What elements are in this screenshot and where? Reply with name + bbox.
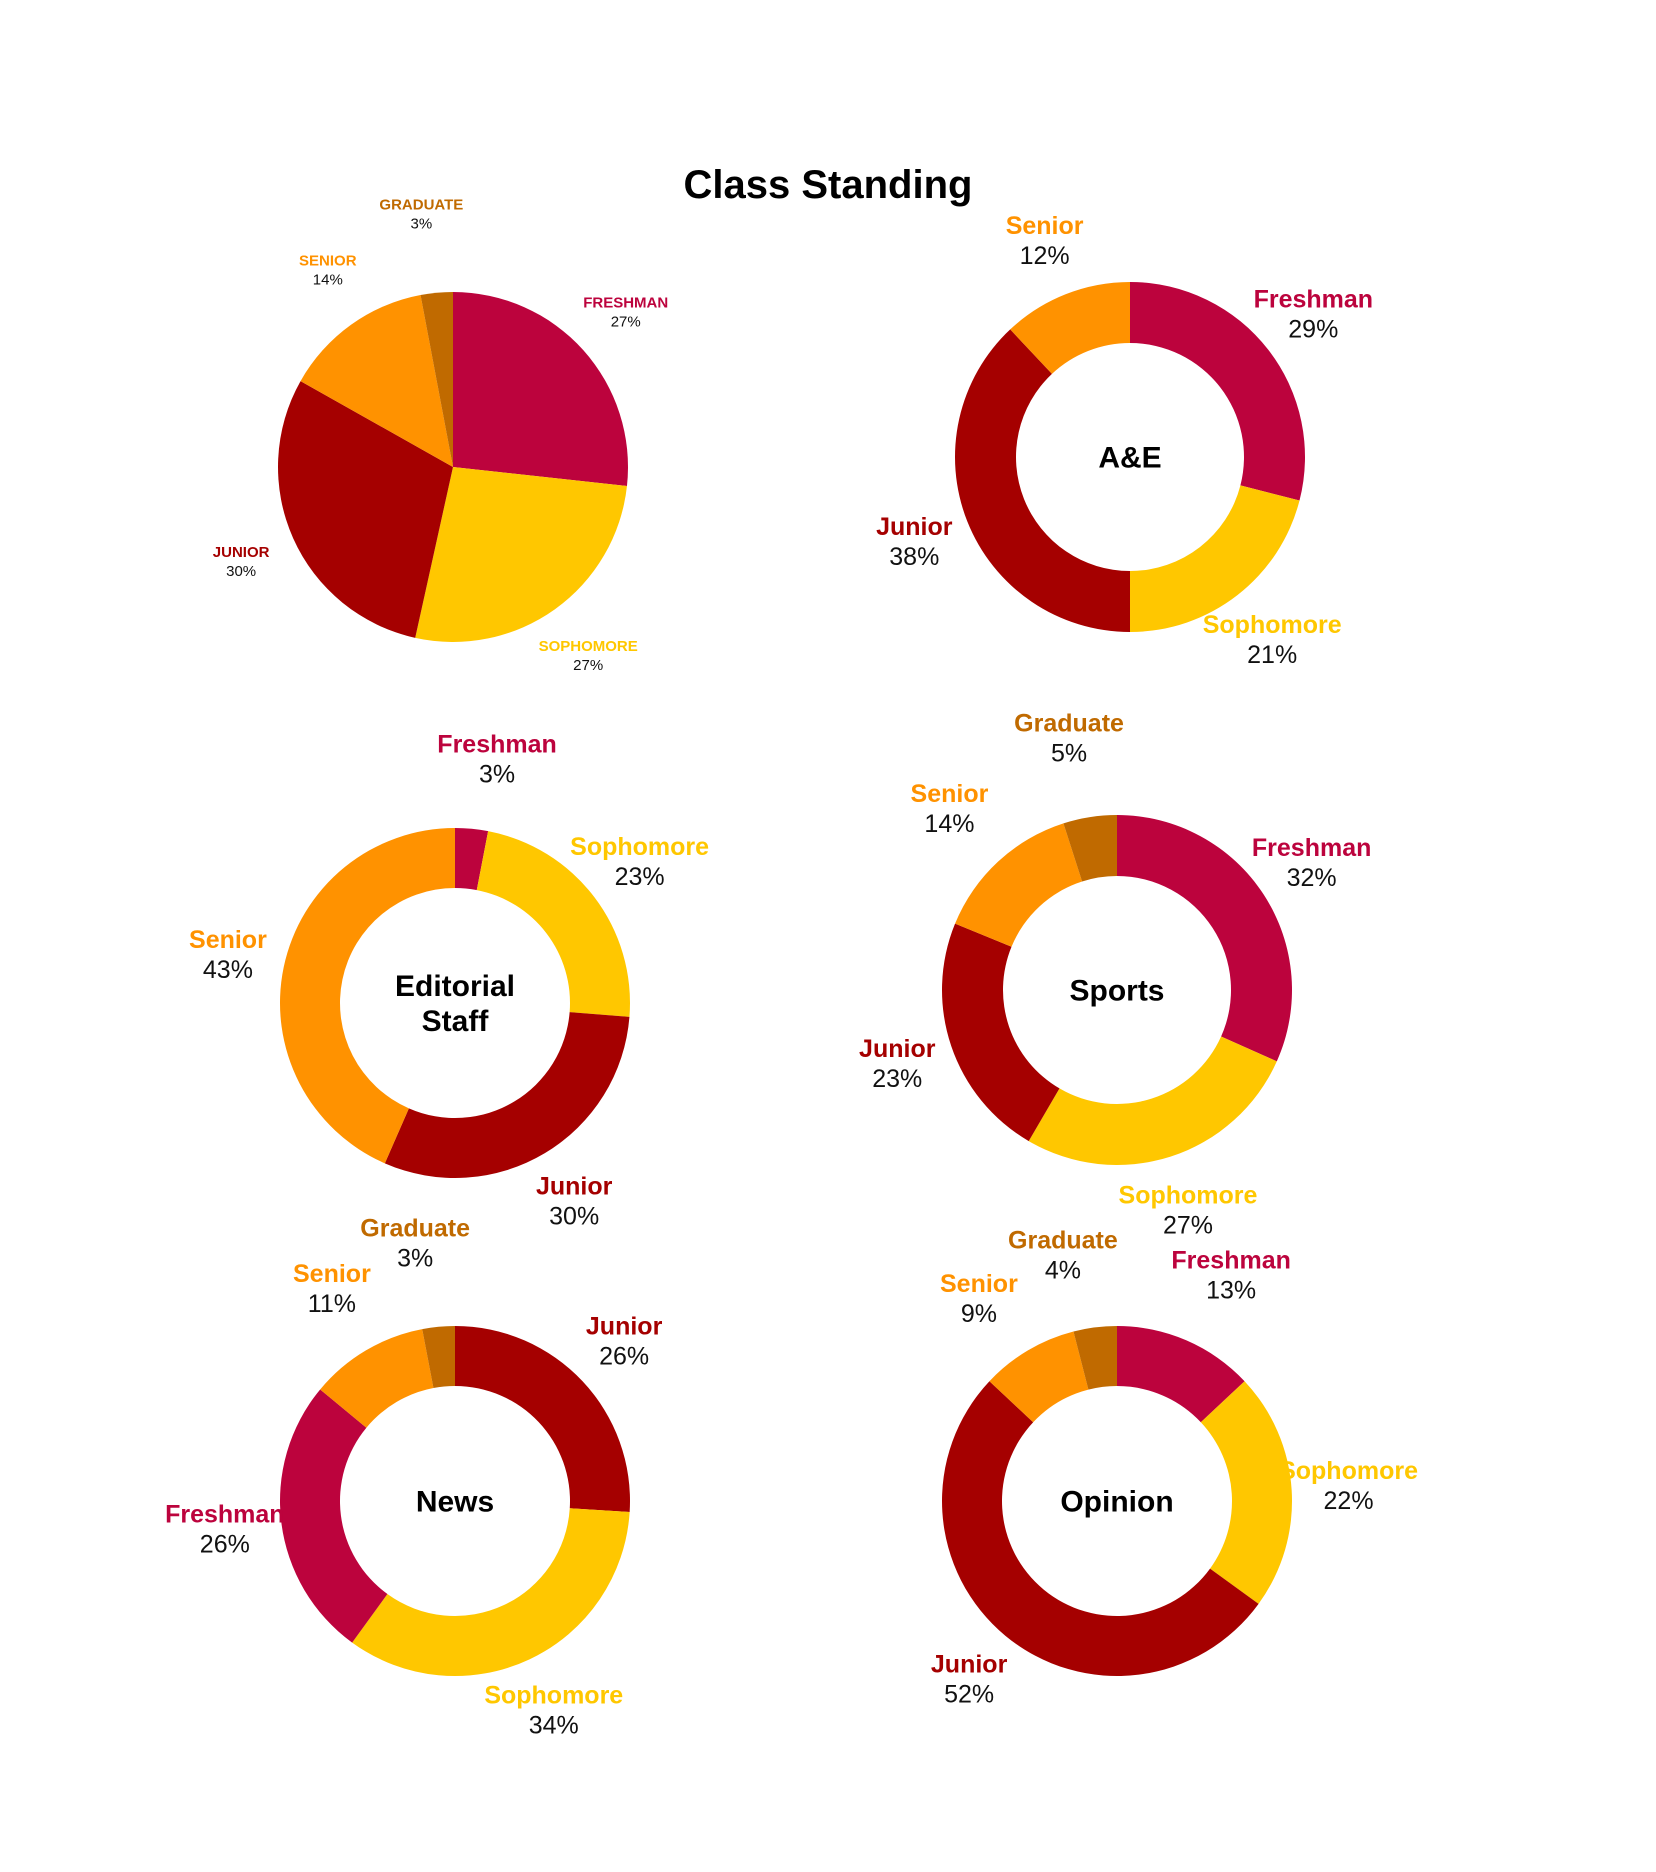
slice-sophomore <box>1130 485 1300 632</box>
slice-value-sophomore: 34% <box>529 1711 579 1739</box>
center-label: Editorial Staff <box>395 970 515 1038</box>
slice-value-junior: 23% <box>872 1065 922 1093</box>
slice-sophomore <box>476 831 630 1017</box>
slice-graduate <box>1063 815 1117 882</box>
slice-label-sophomore: Sophomore <box>484 1681 623 1709</box>
slice-freshman <box>1117 1326 1245 1423</box>
center-label: Sports <box>1069 975 1164 1008</box>
slice-value-junior: 30% <box>226 563 256 580</box>
slice-junior <box>455 1326 630 1512</box>
slice-senior <box>280 828 455 1164</box>
slice-value-graduate: 3% <box>411 215 433 232</box>
slice-label-freshman: Freshman <box>1252 834 1371 862</box>
slice-senior <box>1010 282 1130 374</box>
slice-graduate <box>1073 1326 1117 1390</box>
slice-value-sophomore: 27% <box>1163 1211 1213 1239</box>
slice-freshman <box>1117 815 1292 1062</box>
slice-sophomore <box>415 467 627 643</box>
center-label: News <box>416 1486 494 1519</box>
slice-label-freshman: Freshman <box>437 731 556 759</box>
slice-sophomore <box>352 1508 630 1676</box>
slice-sophomore <box>1028 1036 1277 1165</box>
slice-label-graduate: GRADUATE <box>379 196 463 213</box>
slice-label-sophomore: Sophomore <box>570 833 709 861</box>
slice-freshman <box>280 1389 388 1643</box>
slice-label-sophomore: Sophomore <box>1203 611 1342 639</box>
slice-senior <box>300 295 453 467</box>
slice-value-junior: 38% <box>889 543 939 571</box>
slice-value-graduate: 5% <box>1051 739 1087 767</box>
slice-value-junior: 52% <box>944 1680 994 1708</box>
slice-label-senior: Senior <box>293 1260 371 1288</box>
slice-value-freshman: 32% <box>1287 864 1337 892</box>
slice-value-freshman: 27% <box>611 313 641 330</box>
slice-label-sophomore: Sophomore <box>1119 1181 1258 1209</box>
slice-junior <box>942 1381 1259 1676</box>
slice-value-senior: 9% <box>961 1300 997 1328</box>
center-label: A&E <box>1098 442 1161 475</box>
slice-value-graduate: 4% <box>1045 1256 1081 1284</box>
slice-label-junior: Junior <box>931 1650 1008 1678</box>
slice-value-senior: 43% <box>203 956 253 984</box>
slice-label-senior: Senior <box>911 780 989 808</box>
slice-label-junior: Junior <box>876 513 953 541</box>
slice-sophomore <box>1200 1381 1292 1604</box>
slice-label-senior: SENIOR <box>299 253 357 270</box>
slice-freshman <box>455 828 489 891</box>
slice-label-senior: Senior <box>1006 212 1084 240</box>
slice-label-junior: JUNIOR <box>213 544 270 561</box>
slice-label-junior: Junior <box>586 1313 663 1341</box>
slice-label-freshman: Freshman <box>1171 1247 1290 1275</box>
slice-value-sophomore: 22% <box>1324 1487 1374 1515</box>
slice-senior <box>955 823 1083 947</box>
slice-label-senior: Senior <box>189 926 267 954</box>
slice-value-junior: 26% <box>599 1343 649 1371</box>
slice-value-senior: 14% <box>924 810 974 838</box>
slice-label-freshman: FRESHMAN <box>583 294 668 311</box>
slice-label-senior: Senior <box>940 1270 1018 1298</box>
slice-label-graduate: Graduate <box>1014 709 1124 737</box>
slice-label-graduate: Graduate <box>360 1215 470 1243</box>
slice-label-freshman: Freshman <box>165 1501 284 1529</box>
slice-value-sophomore: 27% <box>573 657 603 674</box>
slice-label-sophomore: SOPHOMORE <box>539 638 638 655</box>
slice-junior <box>954 329 1130 632</box>
slice-value-freshman: 13% <box>1206 1277 1256 1305</box>
slice-junior <box>384 1012 630 1178</box>
slice-value-freshman: 29% <box>1288 315 1338 343</box>
slice-value-senior: 12% <box>1020 242 1070 270</box>
slice-label-junior: Junior <box>536 1173 613 1201</box>
slice-label-junior: Junior <box>859 1035 936 1063</box>
slice-senior <box>989 1331 1089 1423</box>
chart-5: Junior26%Sophomore34%Freshman26%Senior11… <box>165 1215 662 1740</box>
chart-1: FRESHMAN 27% SOPHOMORE 27% JUNIOR 30% SENIOR 14… <box>213 196 668 674</box>
page-title: Class Standing <box>683 163 973 207</box>
slice-label-sophomore: Sophomore <box>1279 1457 1418 1485</box>
slice-graduate <box>422 1326 455 1389</box>
slice-value-senior: 11% <box>308 1290 356 1318</box>
slice-freshman <box>1130 282 1305 501</box>
slice-label-freshman: Freshman <box>1254 285 1373 313</box>
center-label: Opinion <box>1060 1486 1173 1519</box>
slice-freshman <box>453 292 629 487</box>
slice-value-graduate: 3% <box>397 1245 433 1273</box>
slice-junior <box>942 923 1060 1142</box>
slice-value-freshman: 3% <box>479 761 515 789</box>
slice-graduate <box>420 292 453 467</box>
slice-junior <box>278 381 453 638</box>
slice-senior <box>320 1329 434 1428</box>
slice-value-sophomore: 23% <box>615 863 665 891</box>
slice-value-freshman: 26% <box>200 1531 250 1559</box>
slice-value-senior: 14% <box>313 272 343 289</box>
slice-value-junior: 30% <box>549 1203 599 1231</box>
slice-value-sophomore: 21% <box>1247 641 1297 669</box>
slice-label-graduate: Graduate <box>1008 1226 1118 1254</box>
